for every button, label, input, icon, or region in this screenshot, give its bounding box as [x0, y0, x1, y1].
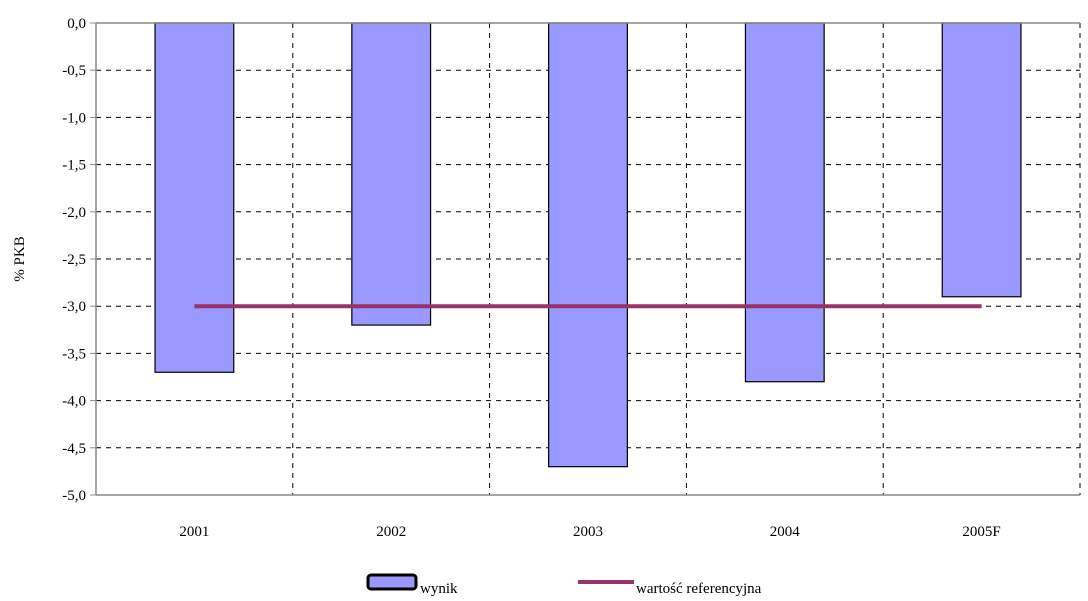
x-tick-label: 2005F — [962, 524, 1000, 540]
bar-2002 — [351, 22, 432, 326]
x-tick-labels: 2001 2002 2003 2004 2005F — [179, 524, 1000, 540]
x-tick-label: 2003 — [573, 524, 603, 540]
y-tick-label: 0,0 — [67, 16, 86, 32]
bars — [154, 22, 1022, 468]
legend-swatch-wynik — [366, 573, 418, 591]
y-tick-labels: 0,0 -0,5 -1,0 -1,5 -2,0 -2,5 -3,0 -3,5 -4,0 -4,5 -… — [62, 16, 86, 504]
x-tick-label: 2002 — [376, 524, 406, 540]
y-tick-label: -5,0 — [62, 488, 86, 504]
axes — [90, 22, 1080, 496]
bar-2004 — [744, 22, 825, 383]
legend-label-reference: wartość referencyjna — [636, 581, 762, 596]
y-tick-label: -0,5 — [62, 63, 86, 79]
y-tick-label: -1,0 — [62, 110, 86, 126]
legend: wynik wartość referencyjna — [366, 573, 762, 597]
bar-2005F — [941, 22, 1022, 298]
y-tick-label: -4,5 — [62, 441, 86, 457]
y-tick-label: -4,0 — [62, 394, 86, 410]
legend-label-wynik: wynik — [420, 581, 458, 596]
y-tick-label: -2,5 — [62, 252, 86, 268]
x-tick-label: 2004 — [770, 524, 801, 540]
bar-2003 — [548, 22, 628, 468]
x-tick-label: 2001 — [179, 524, 209, 540]
y-tick-label: -3,0 — [62, 299, 86, 315]
bar-2001 — [154, 22, 235, 373]
y-axis-label: % PKB — [12, 236, 28, 281]
y-tick-label: -3,5 — [62, 346, 86, 362]
y-tick-label: -2,0 — [62, 205, 86, 221]
y-tick-label: -1,5 — [62, 158, 86, 174]
